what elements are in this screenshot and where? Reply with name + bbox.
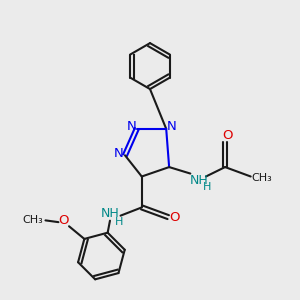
Text: O: O bbox=[222, 129, 233, 142]
Text: NH: NH bbox=[190, 173, 208, 187]
Text: NH: NH bbox=[100, 207, 119, 220]
Text: N: N bbox=[127, 120, 136, 133]
Text: N: N bbox=[114, 147, 123, 160]
Text: CH₃: CH₃ bbox=[251, 173, 272, 183]
Text: CH₃: CH₃ bbox=[23, 215, 44, 225]
Text: H: H bbox=[203, 182, 211, 192]
Text: H: H bbox=[115, 217, 123, 226]
Text: N: N bbox=[166, 120, 176, 133]
Text: O: O bbox=[169, 211, 180, 224]
Text: O: O bbox=[58, 214, 68, 227]
